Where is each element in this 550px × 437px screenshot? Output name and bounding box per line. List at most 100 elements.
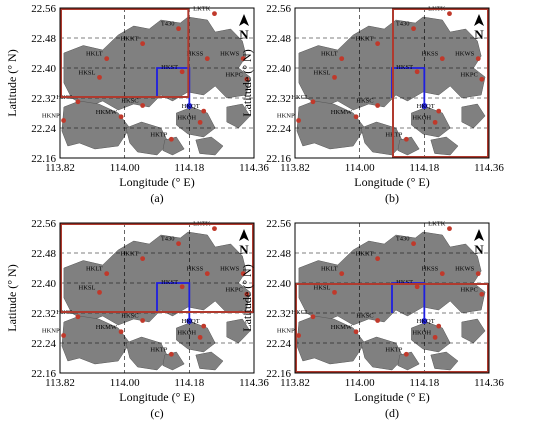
x-axis-label: Longitude (° E) [354,390,429,404]
station-marker [201,323,207,329]
station-marker [212,11,217,17]
station-marker [447,226,452,232]
station-marker [201,108,207,114]
x-tick-label: 114.18 [174,162,204,174]
station-label: HKSS [187,266,204,273]
station-label: HKSC [356,313,373,320]
selection-window [295,283,489,373]
y-tick-label: 22.48 [31,33,56,45]
map-frame [294,7,490,159]
land-mass [176,106,216,138]
land-mass [298,231,486,326]
selection-window [392,8,489,158]
station-marker [479,76,485,82]
land-mass [296,315,366,365]
station-marker [403,351,409,357]
land-mass [125,121,169,156]
y-tick-label: 22.40 [31,63,56,75]
station-label: HKST [396,64,413,71]
north-arrow-icon [474,14,484,26]
station-label: HKCL [291,94,309,101]
north-label: N [474,242,484,257]
target-point [186,103,193,109]
x-axis-label: Longitude (° E) [119,175,194,189]
land-mass [61,315,131,365]
y-tick-label: 22.24 [31,338,56,350]
land-mass [397,136,420,156]
station-marker [168,351,174,357]
station-label: HKLT [86,266,103,273]
station-label: T430 [396,21,410,28]
station-label: HKMW [331,324,353,331]
land-mass [360,336,404,371]
station-marker [140,41,146,47]
station-marker [212,226,217,232]
x-axis-label: Longitude (° E) [354,175,429,189]
station-label: HKLT [86,51,103,58]
selection-window [60,223,254,313]
station-marker [447,11,452,17]
station-label: HKWS [455,266,475,273]
station-marker [414,69,420,75]
station-marker [475,56,481,62]
station-label: HKSC [121,313,138,320]
station-label: HKSS [187,51,204,58]
station-marker [240,271,246,277]
station-marker [97,289,102,295]
station-label: HKSC [356,98,373,105]
station-label: HKWS [220,266,240,273]
land-mass [461,318,486,344]
target-point [421,318,428,324]
y-tick-label: 22.16 [31,153,56,165]
y-tick-label: 22.32 [266,93,291,105]
station-marker [176,26,181,32]
land-mass [63,16,251,111]
station-marker [439,271,445,277]
station-marker [296,333,301,338]
land-mass [430,351,459,371]
x-tick-label: 113.82 [45,162,75,174]
target-region [156,282,191,321]
y-tick-label: 22.40 [266,278,291,290]
station-label: HKQT [182,318,200,325]
station-marker [375,41,381,47]
station-marker [104,271,110,277]
station-label: HKLT [321,266,338,273]
station-marker [140,103,146,108]
x-tick-label: 114.36 [474,377,504,389]
land-mass [397,351,420,371]
north-label: N [474,27,484,42]
panel-d: LKTK T430 HKKT HKLT HKSS HKWS HKST HKSL HKPC HKMW… [240,218,504,420]
station-label: HKOH [412,329,431,336]
land-mass [226,103,251,129]
land-mass [430,136,459,156]
y-tick-label: 22.16 [31,368,56,380]
land-mass [176,321,216,353]
y-tick-label: 22.24 [266,123,291,135]
station-label: HKSL [314,284,331,291]
y-tick-label: 22.32 [266,308,291,320]
panel-caption: (b) [385,191,399,205]
station-marker [353,329,359,335]
land-mass [411,321,451,353]
y-axis-label: Latitude (° N) [5,49,19,116]
station-marker [439,56,445,62]
station-label: HKWS [455,51,475,58]
panel-caption: (c) [150,406,163,420]
land-mass [162,351,185,371]
map-frame [59,7,255,159]
station-label: HKST [396,279,413,286]
station-label: HKSL [314,69,331,76]
station-marker [244,76,250,82]
station-label: HKWS [220,51,240,58]
station-label: HKLT [321,51,338,58]
x-tick-label: 113.82 [280,162,310,174]
y-tick-label: 22.40 [266,63,291,75]
north-label: N [239,242,249,257]
x-tick-label: 114.36 [239,162,269,174]
station-label: HKOH [412,114,431,121]
y-tick-label: 22.56 [266,218,291,230]
station-marker [414,284,420,290]
station-marker [475,271,481,277]
y-axis-label: Latitude (° N) [240,49,254,116]
